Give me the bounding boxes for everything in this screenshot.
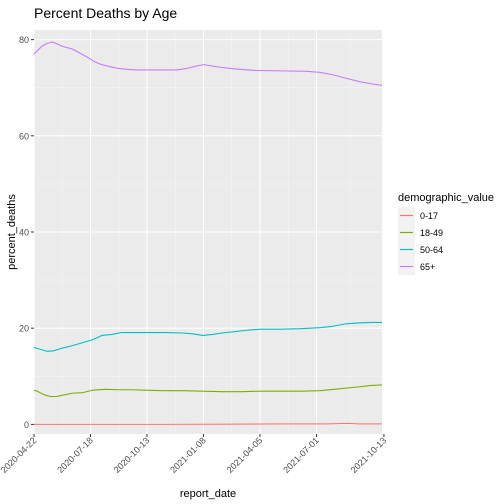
y-tick-label: 20 [19, 324, 29, 334]
x-tick-label: 2021-10-13 [349, 435, 389, 475]
legend: demographic_value 0-17 18-49 50-64 65+ [398, 192, 494, 275]
x-axis-label: report_date [180, 488, 236, 500]
legend-title: demographic_value [398, 192, 494, 204]
y-tick-label: 0 [24, 420, 29, 430]
legend-label: 50-64 [420, 245, 443, 255]
chart-title: Percent Deaths by Age [34, 5, 177, 21]
x-axis: 2020-04-22 2020-07-18 2020-10-13 2021-01-08… [0, 434, 388, 475]
x-tick-label: 2021-07-01 [281, 435, 321, 475]
legend-label: 65+ [420, 262, 435, 272]
y-axis-label: percent_deaths [6, 194, 18, 270]
y-tick-label: 60 [19, 131, 29, 141]
x-tick-label: 2020-04-22 [0, 435, 38, 475]
x-tick-label: 2021-04-05 [225, 435, 265, 475]
series-layer [33, 41, 383, 425]
series-line-0-17 [34, 422, 382, 425]
x-tick-label: 2020-10-13 [112, 435, 152, 475]
y-tick-label: 80 [19, 35, 29, 45]
legend-label: 18-49 [420, 228, 443, 238]
x-tick-label: 2021-01-08 [168, 435, 208, 475]
legend-label: 0-17 [420, 211, 438, 221]
y-axis: 0 20 40 60 80 [19, 35, 34, 430]
series-line-18-49 [33, 384, 383, 398]
x-tick-label: 2020-07-18 [55, 435, 95, 475]
series-line-65plus [33, 41, 383, 86]
series-line-50-64 [33, 321, 382, 352]
y-tick-label: 40 [19, 228, 29, 238]
